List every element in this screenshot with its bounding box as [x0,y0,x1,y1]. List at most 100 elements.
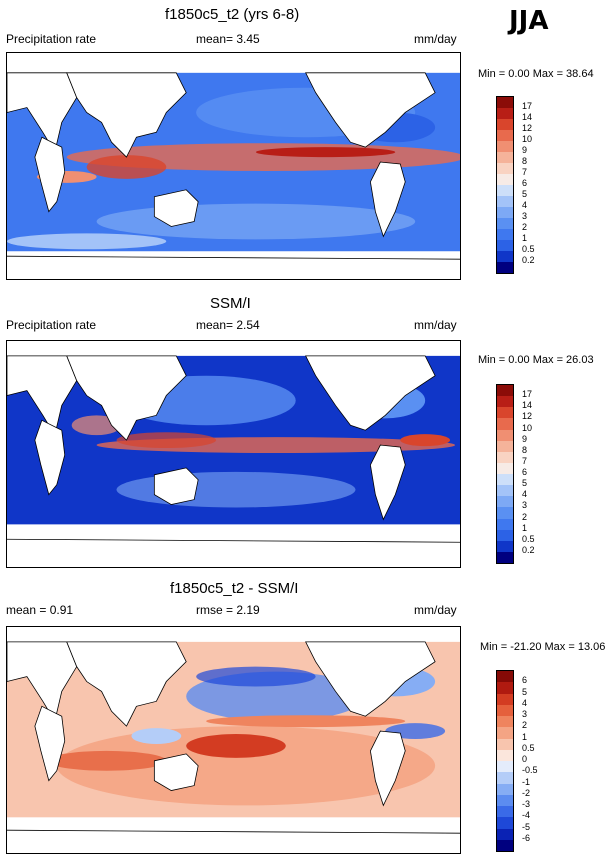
colorbar-swatch [497,738,513,750]
colorbar-swatch [497,396,513,408]
panel-1-title: f1850c5_t2 (yrs 6-8) [165,6,300,23]
colorbar-tick-label: 1 [522,233,528,243]
colorbar-swatch [497,682,513,694]
colorbar-swatch [497,418,513,430]
colorbar-swatch [497,474,513,486]
colorbar-swatch [497,749,513,761]
colorbar-tick-label: 7 [522,455,528,466]
colorbar-tick-label: 8 [522,156,528,166]
colorbar-tick-label: 12 [522,123,533,133]
colorbar-swatch [497,839,513,851]
colorbar-swatch [497,794,513,806]
panel-1-mean-label: mean= 3.45 [196,32,260,46]
colorbar-swatch [497,407,513,419]
colorbar-swatch [497,529,513,541]
colorbar-swatch [497,108,513,119]
panel-3-minmax-label: Min = -21.20 Max = 13.06 [480,641,606,653]
colorbar-tick-label: 6 [522,675,528,686]
colorbar-swatch [497,772,513,784]
colorbar-tick-label: 5 [522,189,528,199]
colorbar-swatch [497,716,513,728]
panel-3-title: f1850c5_t2 - SSM/I [170,580,299,597]
colorbar-tick-label: -0.5 [522,765,538,776]
colorbar-tick-label: -5 [522,821,531,832]
colorbar-tick-label: 3 [522,211,528,221]
colorbar-tick-label: 2 [522,720,528,731]
colorbar-swatch [497,727,513,739]
colorbar-swatch [497,507,513,519]
colorbar-tick-label: 2 [522,222,528,232]
colorbar-tick-label: 5 [522,686,528,697]
colorbar-swatch [497,251,513,262]
panel-1-map-svg [7,53,460,279]
panel-3-map [6,626,461,854]
colorbar-swatch [497,693,513,705]
colorbar-tick-label: 4 [522,489,528,500]
panel-2-units-label: mm/day [414,318,457,332]
colorbar-tick-label: 0.2 [522,544,535,555]
panel-1-minmax-label: Min = 0.00 Max = 38.64 [478,68,594,80]
colorbar-tick-label: 3 [522,500,528,511]
panel-2-minmax-label: Min = 0.00 Max = 26.03 [478,354,594,366]
colorbar-tick-label: 6 [522,178,528,188]
colorbar-tick-label: 6 [522,467,528,477]
colorbar-tick-label: 14 [522,400,533,411]
colorbar-swatch [497,385,513,397]
colorbar-swatch [497,440,513,452]
colorbar-swatch [497,817,513,829]
colorbar-swatch [497,671,513,683]
colorbar-swatch [497,540,513,552]
colorbar-swatch [497,229,513,240]
colorbar-tick-label: 4 [522,697,528,708]
colorbar-swatch [497,429,513,441]
panel-1-units-label: mm/day [414,32,457,46]
colorbar-swatch [497,806,513,818]
colorbar-tick-label: 12 [522,411,533,422]
colorbar-swatch [497,462,513,474]
colorbar-swatch [497,174,513,185]
colorbar-swatch [497,783,513,795]
season-label: JJA [509,6,549,36]
colorbar-swatch [497,551,513,563]
colorbar-tick-label: 0.5 [522,742,535,753]
colorbar-tick-label: 9 [522,433,528,444]
colorbar-swatch [497,262,513,273]
panel-1-variable-label: Precipitation rate [6,32,97,46]
panel-1-map [6,52,461,280]
panel-2-title: SSM/I [210,295,251,312]
colorbar-tick-label: 0.5 [522,244,535,254]
panel-3-mean-label: mean = 0.91 [6,603,74,617]
colorbar-tick-label: 17 [522,101,533,111]
colorbar-tick-label: 0 [522,754,528,764]
colorbar-swatch [497,240,513,251]
panel-2-map [6,340,461,568]
colorbar-tick-label: -3 [522,799,531,809]
colorbar-tick-label: 0.2 [522,255,535,265]
colorbar-swatch [497,207,513,218]
colorbar-tick-label: 7 [522,167,528,177]
colorbar-tick-label: 10 [522,422,533,433]
colorbar-tick-label: -2 [522,787,531,798]
colorbar-swatch [497,196,513,207]
colorbar-tick-label: -4 [522,810,531,821]
colorbar-swatch [497,761,513,773]
colorbar-tick-label: 10 [522,134,533,144]
panel-3-map-svg [7,627,460,853]
colorbar-tick-label: 14 [522,112,533,122]
colorbar-swatch [497,451,513,463]
colorbar-tick-label: 4 [522,200,528,210]
colorbar-tick-label: 2 [522,511,528,522]
panel-2-variable-label: Precipitation rate [6,318,97,332]
panel-3-colorbar [496,670,514,852]
colorbar-swatch [497,828,513,840]
colorbar-tick-label: 1 [522,731,528,742]
colorbar-tick-label: -1 [522,776,531,787]
colorbar-swatch [497,185,513,196]
panel-2-map-svg [7,341,460,567]
panel-3-units-label: mm/day [414,603,457,617]
colorbar-tick-label: 5 [522,478,528,489]
colorbar-tick-label: -6 [522,832,531,843]
colorbar-swatch [497,518,513,530]
colorbar-tick-label: 3 [522,709,528,719]
colorbar-swatch [497,152,513,163]
